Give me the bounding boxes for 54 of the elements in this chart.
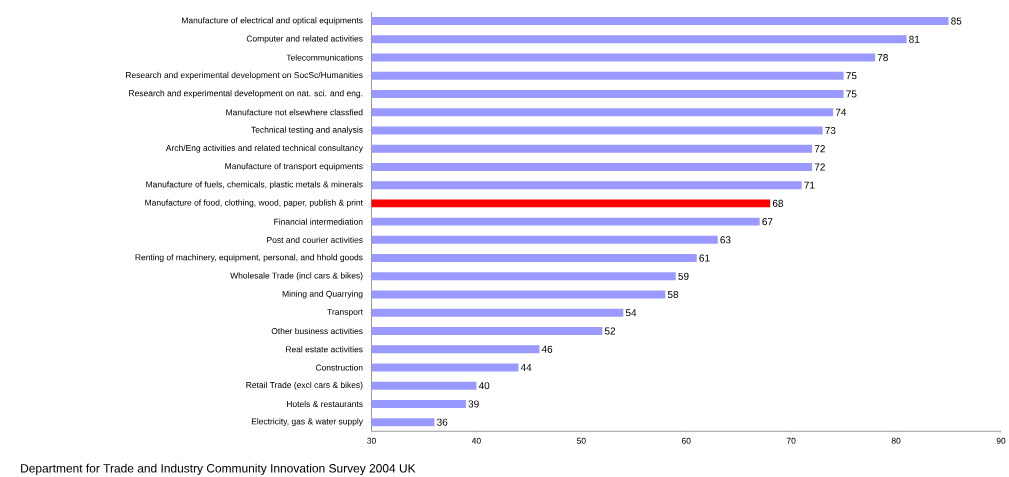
y-tick-label: Research and experimental development on nat. sci. and eng. bbox=[129, 90, 363, 98]
data-label: 58 bbox=[667, 290, 679, 299]
data-label: 61 bbox=[699, 254, 710, 262]
y-tick-label: Technical testing and analysis bbox=[251, 126, 363, 135]
data-label: 73 bbox=[825, 126, 836, 134]
data-label: 39 bbox=[468, 400, 479, 408]
data-label: 67 bbox=[762, 218, 773, 226]
y-tick-label: Wholesale Trade (incl cars & bikes) bbox=[230, 272, 363, 281]
y-tick-label: Other business activities bbox=[271, 327, 363, 335]
y-tick-label: Manufacture not elsewhere classfied bbox=[226, 109, 363, 116]
y-tick-label: Construction bbox=[315, 364, 363, 371]
data-label: 40 bbox=[478, 382, 490, 390]
y-tick-label: Renting of machinery, equipment, personal, and hhold goods bbox=[135, 254, 363, 262]
data-label: 59 bbox=[678, 272, 689, 280]
x-tick-label: 60 bbox=[681, 437, 691, 444]
y-tick-label: Arch/Eng activities and related technical consultancy bbox=[165, 144, 363, 153]
y-tick-label: Manufacture of transport equipments bbox=[225, 162, 363, 171]
data-label: 78 bbox=[877, 53, 888, 62]
data-label: 72 bbox=[814, 145, 825, 153]
y-tick-label: Computer and related activities bbox=[246, 35, 363, 44]
y-tick-label: Mining and Quarrying bbox=[282, 290, 363, 299]
data-label: 85 bbox=[951, 17, 962, 25]
y-tick-label: Transport bbox=[327, 308, 363, 317]
data-label: 44 bbox=[520, 364, 532, 371]
x-tick-label: 90 bbox=[996, 437, 1006, 444]
y-tick-label: Hotels & restaurants bbox=[287, 400, 363, 407]
data-label: 75 bbox=[846, 72, 857, 80]
data-label: 63 bbox=[720, 236, 731, 244]
y-tick-label: Post and courier activities bbox=[267, 236, 363, 243]
data-label: 54 bbox=[625, 309, 637, 317]
y-tick-label: Electricity, gas & water supply bbox=[251, 418, 363, 427]
x-tick-label: 70 bbox=[786, 437, 796, 444]
data-label: 36 bbox=[437, 418, 448, 426]
text: Department for Trade and Industry Community Innovation Survey 2004 UK bbox=[21, 463, 416, 475]
x-tick-label: 80 bbox=[891, 437, 901, 444]
y-tick-label: Manufacture of food, clothing, wood, paper, publish & print bbox=[145, 199, 363, 208]
y-tick-label: Manufacture of fuels, chemicals, plastic metals & minerals bbox=[146, 181, 363, 190]
data-label: 74 bbox=[835, 108, 847, 116]
data-label: 72 bbox=[814, 163, 825, 171]
y-tick-label: Telecommunications bbox=[286, 54, 363, 61]
y-tick-label: Retail Trade (excl cars & bikes) bbox=[246, 381, 363, 390]
data-label: 81 bbox=[909, 35, 920, 43]
data-label: 52 bbox=[604, 327, 616, 335]
y-tick-label: Manufacture of electrical and optical equipments bbox=[182, 17, 363, 25]
x-tick-label: 40 bbox=[471, 437, 481, 444]
data-label: 46 bbox=[541, 345, 553, 353]
data-label: 71 bbox=[804, 181, 815, 189]
y-tick-label: Research and experimental development on SocSc/Humanities bbox=[126, 71, 363, 80]
y-tick-label: Real estate activities bbox=[286, 346, 363, 353]
x-tick-label: 50 bbox=[576, 437, 586, 444]
x-tick-label: 30 bbox=[367, 437, 376, 444]
data-label: 75 bbox=[846, 90, 857, 98]
y-tick-label: Financial intermediation bbox=[274, 218, 363, 225]
data-label: 68 bbox=[772, 199, 784, 207]
